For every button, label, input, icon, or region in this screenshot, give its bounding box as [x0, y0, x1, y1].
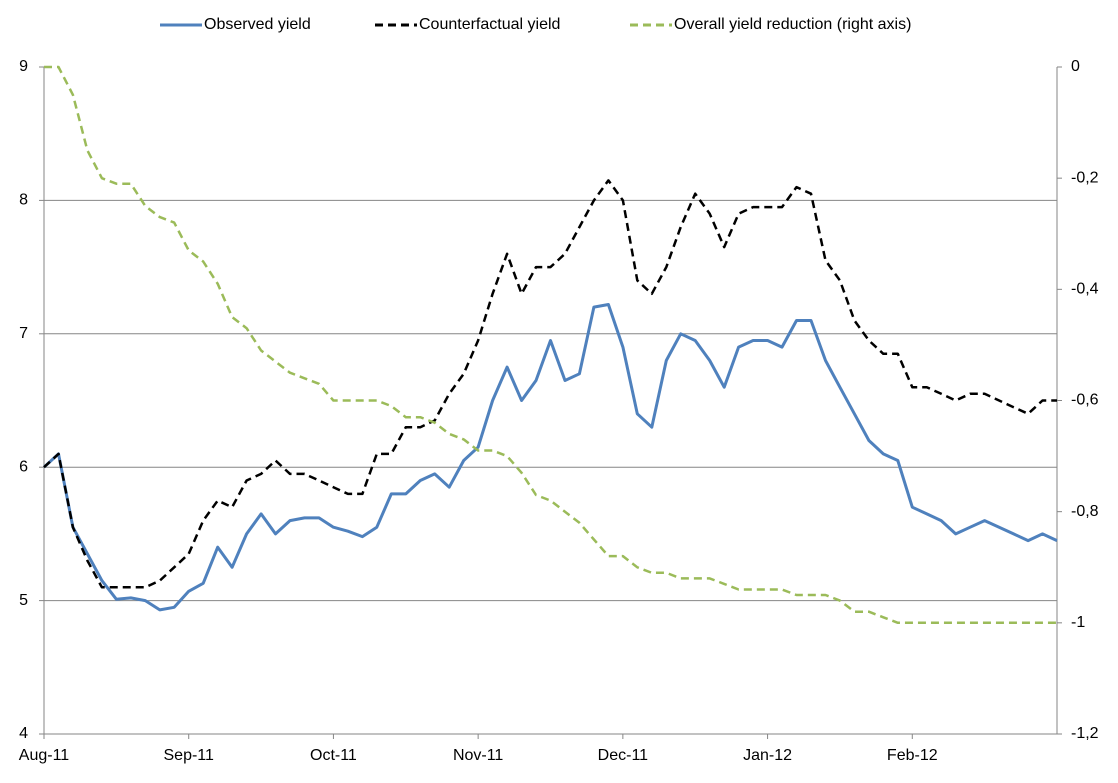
legend-label: Observed yield	[204, 16, 311, 33]
series-line	[43, 179, 1057, 589]
y-tick-label: 6	[19, 458, 28, 475]
series-line	[42, 303, 1058, 612]
x-tick-label: Feb-12	[887, 747, 938, 764]
x-tick-label: Jan-12	[743, 747, 792, 764]
x-tick-label: Aug-11	[19, 747, 70, 764]
x-tick-label: Oct-11	[310, 747, 357, 764]
y-tick-label: 9	[19, 58, 28, 75]
y2-tick-label: -0,2	[1071, 169, 1099, 186]
x-tick-label: Nov-11	[453, 747, 503, 764]
y-tick-label: 5	[19, 592, 28, 609]
y2-tick-label: -1	[1071, 614, 1085, 631]
y-tick-label: 4	[19, 725, 28, 742]
x-tick-label: Dec-11	[598, 747, 648, 764]
legend-label: Overall yield reduction (right axis)	[674, 16, 911, 33]
y2-tick-label: -0,6	[1071, 392, 1099, 409]
y2-tick-label: 0	[1071, 58, 1080, 75]
y-tick-label: 8	[19, 192, 28, 209]
y2-tick-label: -1,2	[1071, 725, 1099, 742]
y2-tick-label: -0,8	[1071, 503, 1099, 520]
x-tick-label: Sep-11	[164, 747, 215, 764]
series-line	[44, 65, 1057, 625]
y-tick-label: 7	[19, 325, 28, 342]
legend-label: Counterfactual yield	[419, 16, 560, 33]
y2-tick-label: -0,4	[1071, 281, 1099, 298]
